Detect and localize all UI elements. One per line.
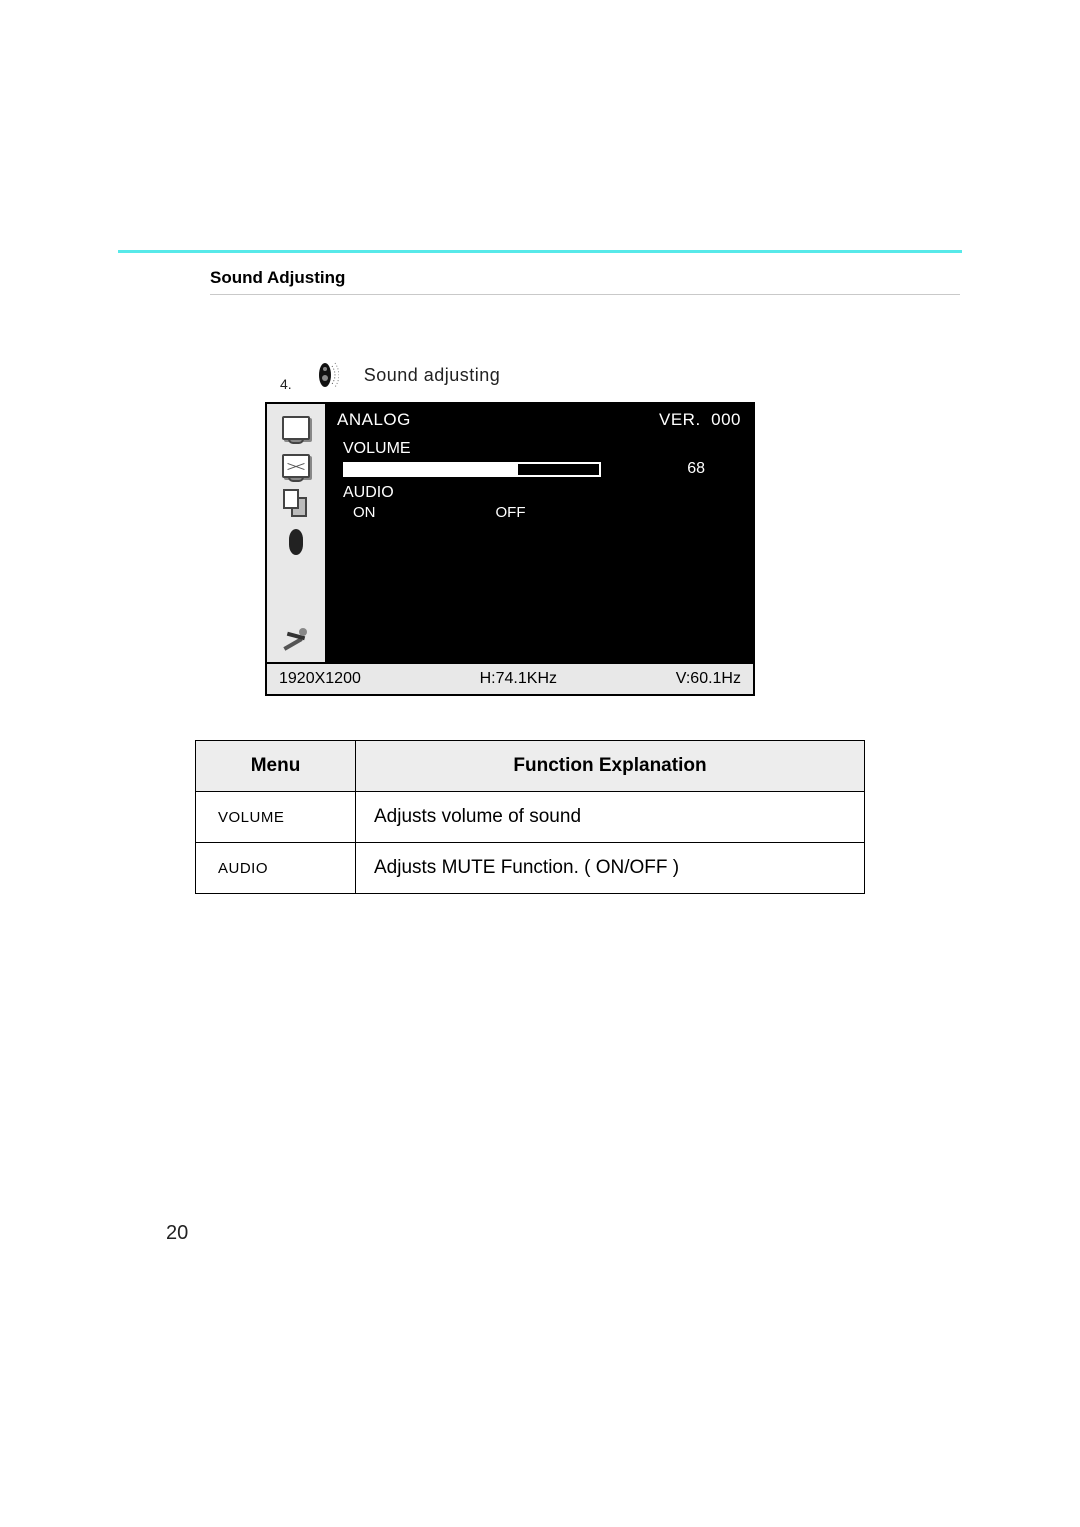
table-header-menu: Menu xyxy=(196,741,356,792)
function-table: Menu Function Explanation VOLUME Adjusts… xyxy=(195,740,865,894)
section-item-row: 4. Sound adjusting xyxy=(280,358,500,392)
audio-options: ON OFF xyxy=(343,504,741,521)
version-value: 000 xyxy=(711,410,741,429)
audio-option-off[interactable]: OFF xyxy=(496,504,526,521)
section-title: Sound Adjusting xyxy=(210,268,960,295)
audio-label: AUDIO xyxy=(343,484,741,502)
page-number: 20 xyxy=(166,1222,188,1245)
audio-block: AUDIO ON OFF xyxy=(337,484,741,521)
cyan-divider xyxy=(118,250,962,253)
osd-content: ANALOG VER. 000 VOLUME 68 AUDIO ON xyxy=(325,404,753,662)
osd-panel: ANALOG VER. 000 VOLUME 68 AUDIO ON xyxy=(265,402,755,696)
explanation-cell: Adjusts volume of sound xyxy=(356,792,865,843)
color-tab-icon[interactable] xyxy=(280,490,312,518)
table-header-explanation: Function Explanation xyxy=(356,741,865,792)
table-row: AUDIO Adjusts MUTE Function. ( ON/OFF ) xyxy=(196,843,865,894)
volume-label: VOLUME xyxy=(337,440,741,458)
osd-headline: ANALOG VER. 000 xyxy=(337,410,741,430)
signal-type-label: ANALOG xyxy=(337,410,411,430)
audio-option-on[interactable]: ON xyxy=(353,504,376,521)
table-header-row: Menu Function Explanation xyxy=(196,741,865,792)
osd-body: ANALOG VER. 000 VOLUME 68 AUDIO ON xyxy=(267,404,753,662)
item-label: Sound adjusting xyxy=(364,365,501,386)
table-row: VOLUME Adjusts volume of sound xyxy=(196,792,865,843)
page: Sound Adjusting 4. Sound adjusting xyxy=(0,0,1080,1527)
tools-tab-icon[interactable] xyxy=(280,624,312,652)
version-block: VER. 000 xyxy=(659,410,741,430)
brightness-tab-icon[interactable] xyxy=(280,414,312,442)
menu-cell: VOLUME xyxy=(196,792,356,843)
osd-status-bar: 1920X1200 H:74.1KHz V:60.1Hz xyxy=(267,662,753,694)
version-label: VER. xyxy=(659,410,701,429)
status-hfreq: H:74.1KHz xyxy=(480,670,557,688)
geometry-tab-icon[interactable] xyxy=(280,452,312,480)
volume-slider[interactable] xyxy=(343,462,601,477)
item-number: 4. xyxy=(280,376,292,392)
osd-spacer xyxy=(337,521,741,626)
sound-tab-icon[interactable] xyxy=(280,528,312,556)
osd-sidebar xyxy=(267,404,325,662)
status-vfreq: V:60.1Hz xyxy=(676,670,741,688)
menu-cell: AUDIO xyxy=(196,843,356,894)
speaker-icon xyxy=(317,360,339,390)
volume-fill xyxy=(345,464,518,475)
volume-row: 68 xyxy=(337,460,741,478)
status-resolution: 1920X1200 xyxy=(279,670,361,688)
volume-value: 68 xyxy=(615,460,705,478)
explanation-cell: Adjusts MUTE Function. ( ON/OFF ) xyxy=(356,843,865,894)
